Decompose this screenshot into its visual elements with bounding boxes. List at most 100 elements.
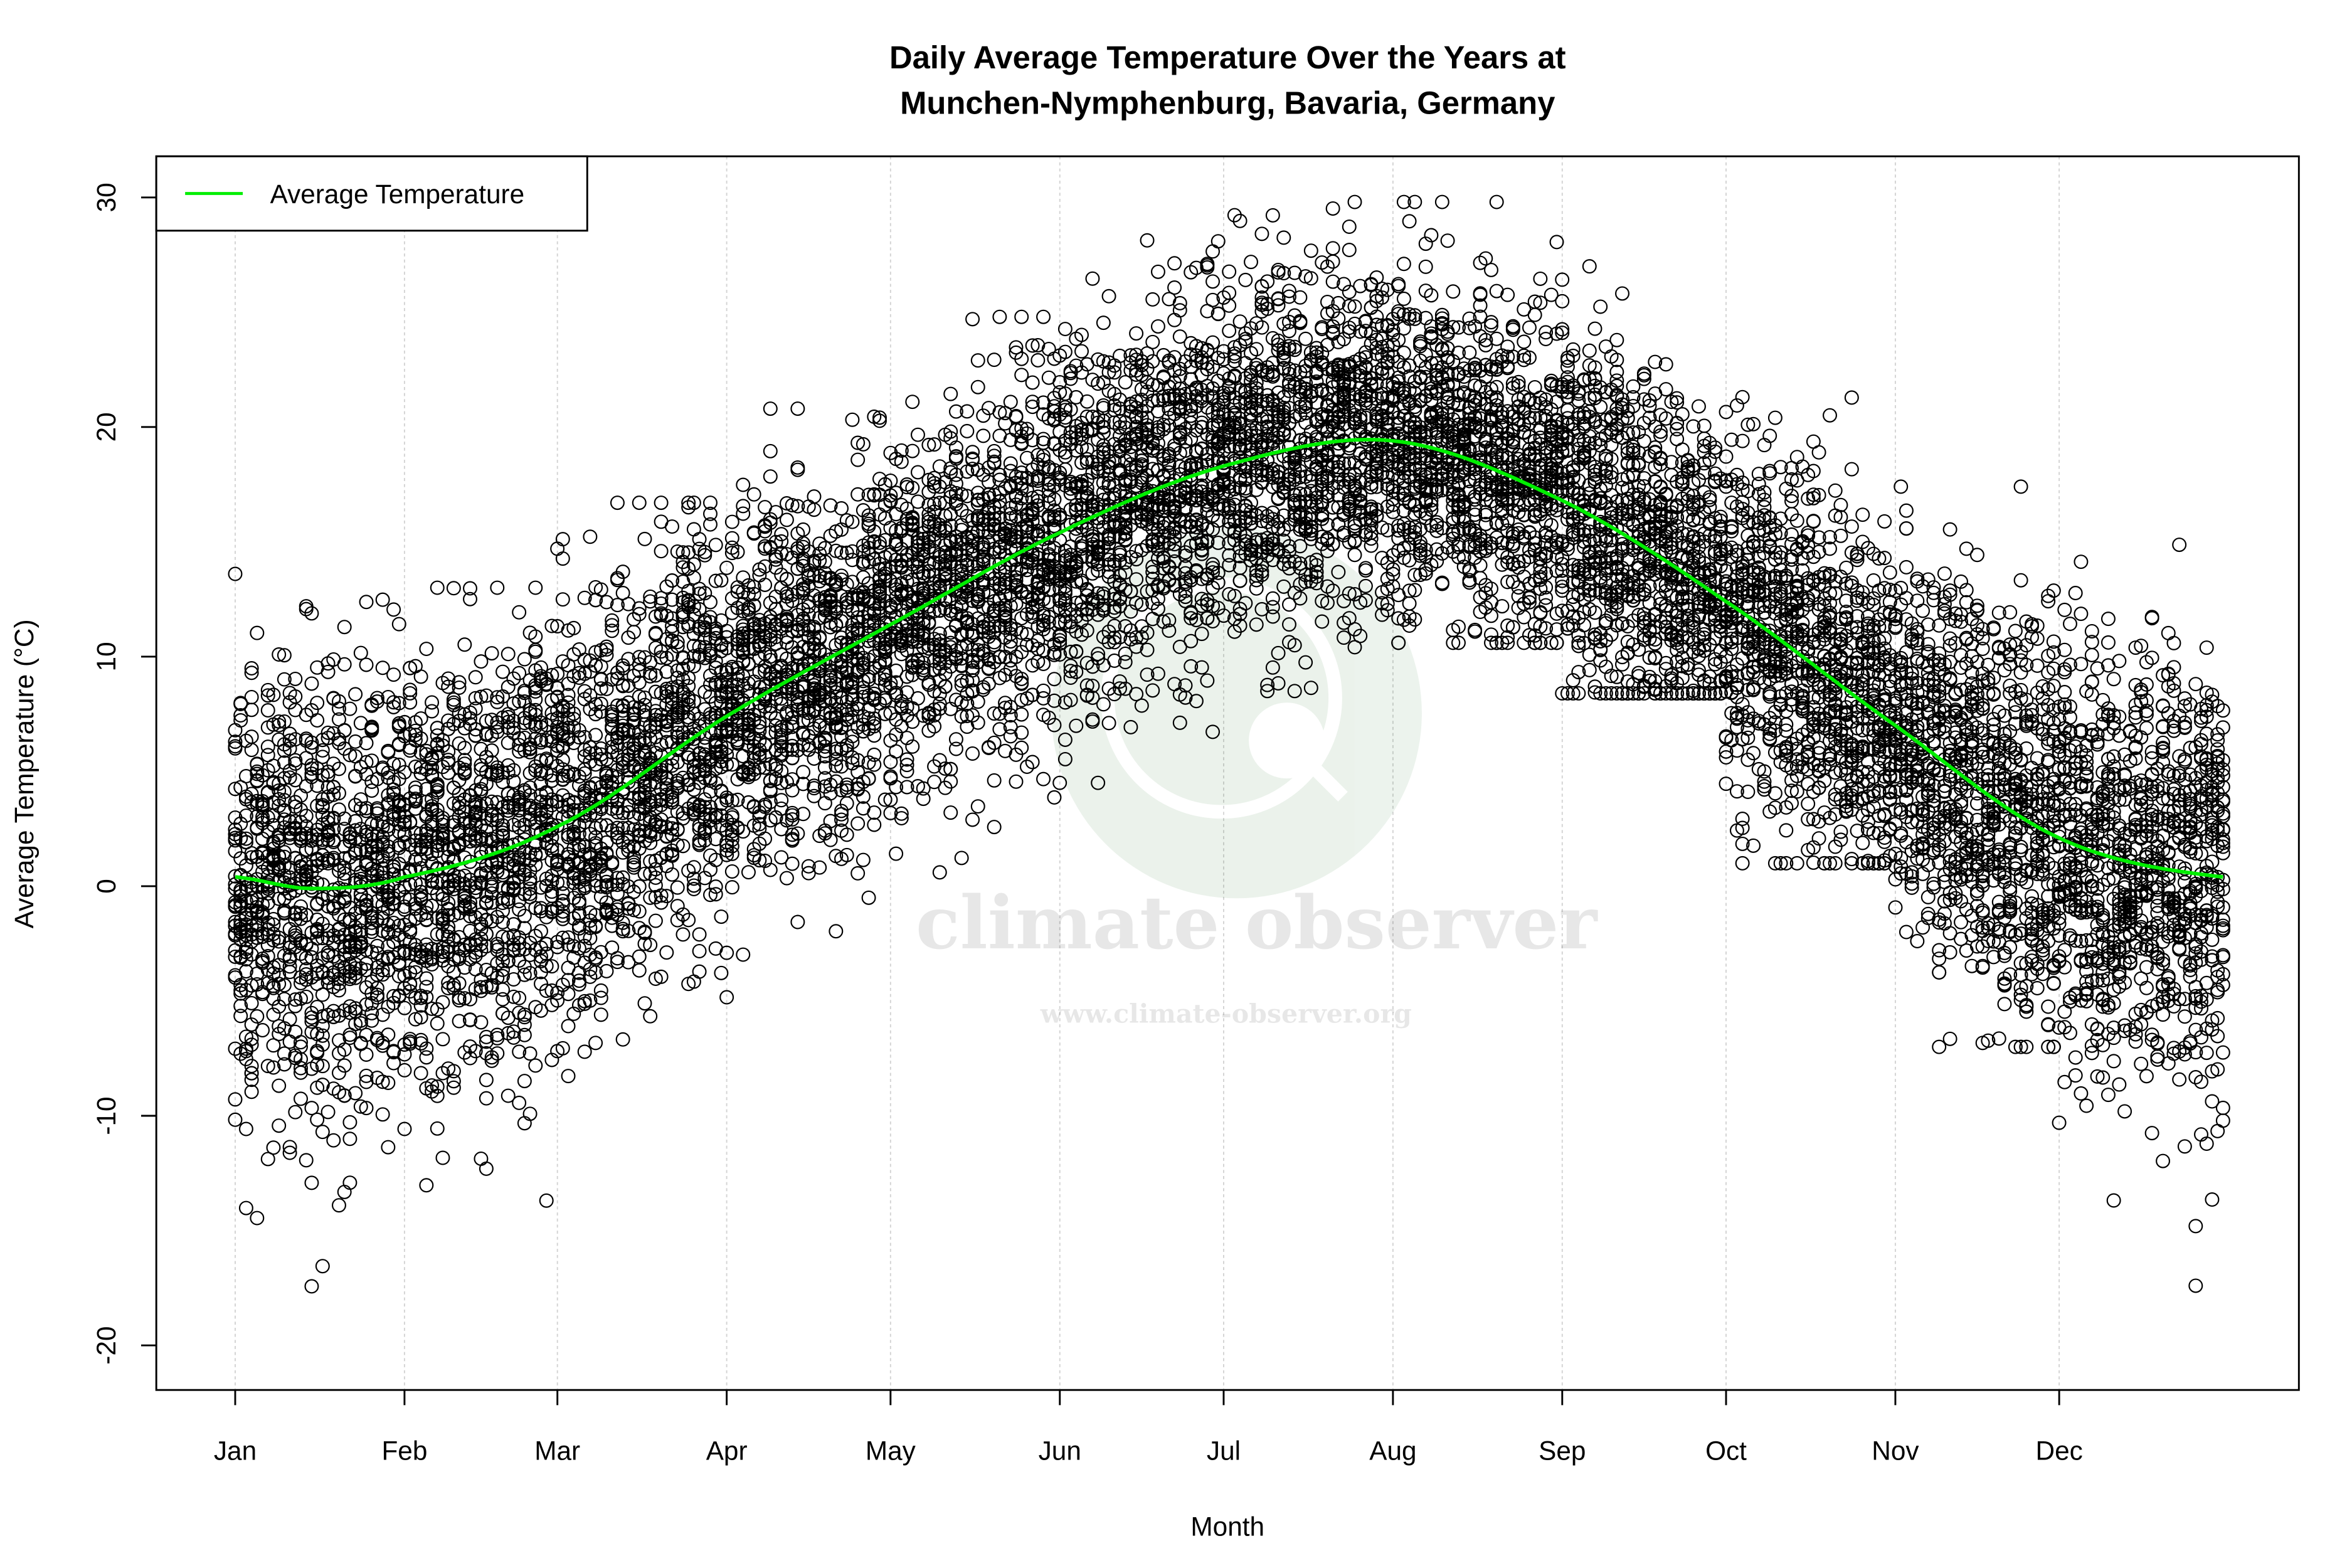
data-point (1571, 686, 1586, 701)
data-point (2057, 602, 2072, 617)
data-point (1757, 500, 1772, 515)
data-point (2046, 976, 2061, 991)
data-point (621, 630, 636, 645)
data-point (736, 947, 751, 962)
data-point (1227, 208, 1242, 223)
data-point (331, 761, 346, 776)
data-point (2013, 665, 2028, 680)
data-point (588, 728, 603, 743)
data-point (228, 566, 243, 581)
data-point (1254, 226, 1269, 241)
data-point (2084, 647, 2099, 662)
data-point (577, 1044, 592, 1059)
data-point (1500, 618, 1515, 633)
data-point (1899, 503, 1914, 518)
data-point (692, 964, 707, 979)
data-point (1391, 611, 1406, 626)
data-point (1254, 514, 1269, 529)
data-point (304, 766, 319, 781)
data-point (992, 309, 1007, 324)
data-point (714, 909, 729, 924)
data-point (277, 648, 292, 663)
data-point (381, 1140, 396, 1155)
data-point (1112, 681, 1127, 696)
data-point (1205, 335, 1221, 350)
data-point (850, 435, 866, 450)
data-point (2134, 1056, 2149, 1071)
data-point (2172, 1072, 2187, 1087)
data-point (845, 412, 860, 427)
data-point (2074, 1086, 2089, 1101)
data-point (1222, 323, 1237, 338)
data-point (233, 1009, 248, 1024)
data-point (1844, 390, 1859, 405)
data-point (632, 607, 647, 622)
data-point (899, 764, 914, 779)
data-point (342, 1131, 358, 1147)
data-point (987, 456, 1002, 471)
data-point (2128, 705, 2143, 720)
data-point (856, 852, 871, 867)
data-point (976, 428, 991, 443)
data-point (1036, 691, 1051, 706)
data-point (1473, 298, 1488, 313)
data-point (457, 637, 472, 652)
data-point (1293, 591, 1308, 606)
data-point (2144, 1126, 2159, 1141)
data-point (1347, 548, 1362, 563)
data-point (1074, 344, 1089, 359)
data-point (304, 676, 319, 691)
data-point (1325, 201, 1340, 216)
data-point (856, 689, 871, 704)
data-point (1855, 507, 1870, 522)
data-point (2106, 672, 2121, 687)
data-point (643, 854, 658, 869)
data-point (1096, 315, 1111, 331)
data-point (1347, 586, 1362, 601)
data-point (479, 1073, 494, 1088)
data-point (1145, 571, 1160, 586)
data-point (850, 487, 866, 502)
data-point (910, 531, 925, 546)
data-point (2003, 880, 2018, 895)
data-point (987, 820, 1002, 835)
data-point (1434, 194, 1449, 209)
data-point (534, 924, 548, 939)
data-point (2112, 1077, 2127, 1092)
data-point (1779, 823, 1794, 838)
data-point (1342, 299, 1357, 314)
data-point (2139, 960, 2154, 975)
data-point (2144, 766, 2159, 781)
data-point (2144, 611, 2159, 626)
data-point (965, 812, 980, 827)
data-point (2117, 1104, 2132, 1119)
data-point (294, 1035, 309, 1050)
data-point (1817, 856, 1832, 871)
data-point (435, 1066, 450, 1081)
data-point (746, 487, 761, 502)
data-point (1287, 684, 1302, 699)
data-point (320, 768, 336, 783)
data-point (675, 560, 691, 575)
chart-subtitle: Munchen-Nymphenburg, Bavaria, Germany (900, 85, 1555, 120)
data-point (1134, 630, 1149, 645)
data-point (1779, 856, 1794, 871)
data-point (528, 707, 543, 723)
data-point (943, 386, 958, 401)
data-point (665, 519, 680, 534)
data-point (1281, 283, 1296, 299)
data-point (583, 529, 598, 544)
data-point (1085, 271, 1100, 286)
data-point (1833, 824, 1848, 839)
data-point (228, 781, 243, 797)
data-point (675, 839, 691, 854)
data-point (1347, 194, 1362, 209)
data-point (774, 527, 789, 542)
data-point (2068, 1050, 2083, 1065)
data-point (801, 859, 816, 874)
data-point (1920, 889, 1936, 904)
data-point (299, 1153, 314, 1168)
data-point (834, 501, 849, 516)
data-point (2084, 1046, 2099, 1061)
data-point (364, 1013, 379, 1028)
